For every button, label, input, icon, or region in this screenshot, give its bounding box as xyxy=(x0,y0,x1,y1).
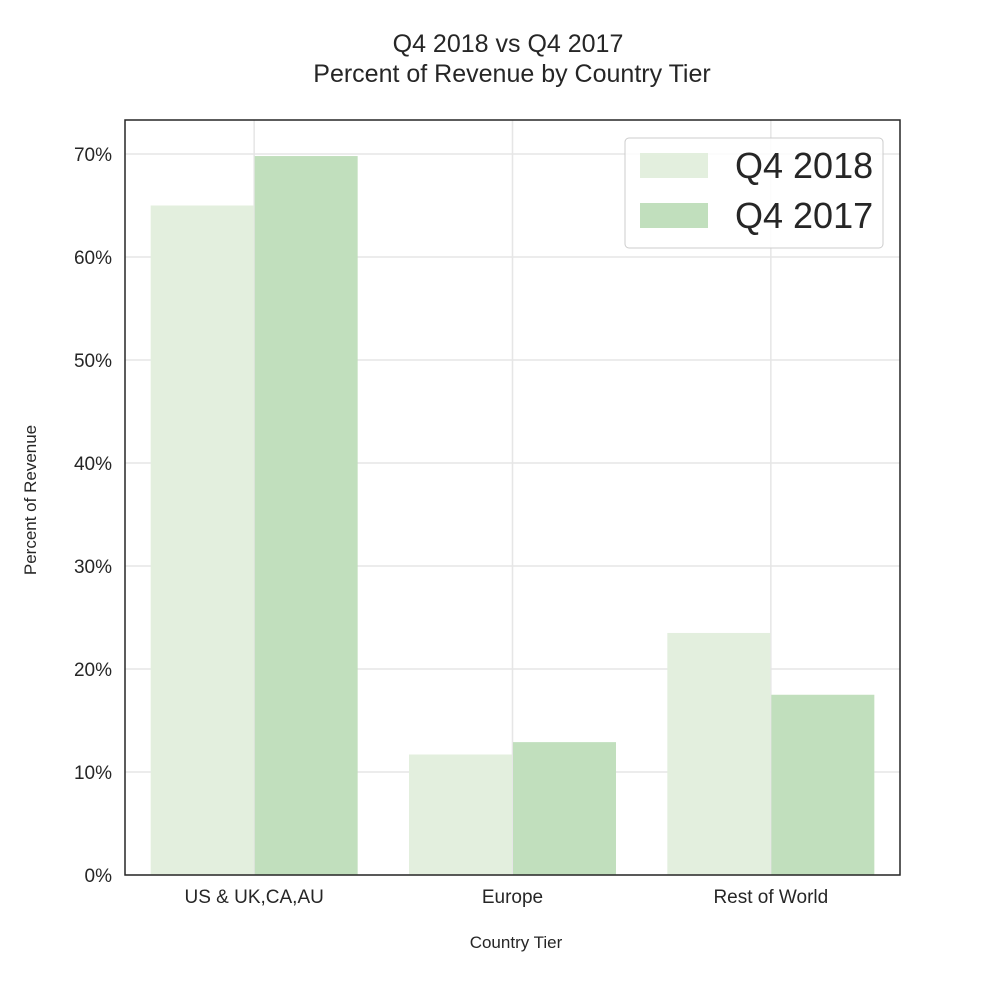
legend-label-q4-2017: Q4 2017 xyxy=(735,195,873,236)
bar-q4-2018-0 xyxy=(150,205,254,875)
legend: Q4 2018 Q4 2017 xyxy=(624,137,884,249)
y-tick-label-2: 20% xyxy=(74,660,112,681)
y-tick-label-3: 30% xyxy=(74,557,112,578)
x-tick-label-1: Europe xyxy=(482,887,543,908)
bars xyxy=(150,156,875,875)
y-tick-label-0: 0% xyxy=(85,866,113,887)
y-axis-label: Percent of Revenue xyxy=(21,425,40,575)
legend-label-q4-2018: Q4 2018 xyxy=(735,145,873,186)
y-tick-label-1: 10% xyxy=(74,763,112,784)
y-axis-ticks: 0% 10% 20% 30% 40% 50% 60% 70% xyxy=(74,145,112,887)
bar-q4-2018-2 xyxy=(667,632,771,875)
x-tick-label-0: US & UK,CA,AU xyxy=(184,887,323,908)
bar-q4-2018-1 xyxy=(409,754,512,875)
y-tick-label-7: 70% xyxy=(74,145,112,166)
bar-q4-2017-1 xyxy=(513,742,616,875)
legend-swatch-q4-2017 xyxy=(640,203,708,228)
x-tick-label-2: Rest of World xyxy=(713,887,828,908)
y-tick-label-5: 50% xyxy=(74,351,112,372)
bar-q4-2017-2 xyxy=(771,694,875,875)
x-axis-label: Country Tier xyxy=(470,933,563,952)
y-tick-label-6: 60% xyxy=(74,248,112,269)
x-axis-ticks: US & UK,CA,AU Europe Rest of World xyxy=(184,887,828,908)
y-tick-label-4: 40% xyxy=(74,454,112,475)
bar-q4-2017-0 xyxy=(254,156,358,875)
chart-title-line-1: Q4 2018 vs Q4 2017 xyxy=(393,30,624,58)
chart-title-line-2: Percent of Revenue by Country Tier xyxy=(313,60,710,88)
legend-swatch-q4-2018 xyxy=(640,153,708,178)
plot-frame xyxy=(124,119,901,876)
